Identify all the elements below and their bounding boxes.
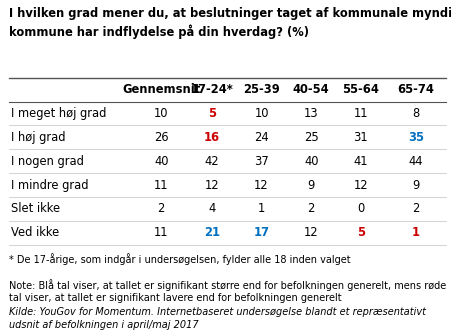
Text: 26: 26 bbox=[154, 131, 169, 144]
Text: 41: 41 bbox=[354, 155, 368, 168]
Text: 35: 35 bbox=[408, 131, 424, 144]
Text: Slet ikke: Slet ikke bbox=[11, 202, 60, 215]
Text: 40: 40 bbox=[154, 155, 169, 168]
Text: 12: 12 bbox=[354, 178, 368, 192]
Text: 40: 40 bbox=[304, 155, 318, 168]
Text: 12: 12 bbox=[304, 226, 318, 239]
Text: 12: 12 bbox=[205, 178, 219, 192]
Text: I hvilken grad mener du, at beslutninger taget af kommunale myndigheder i din
ko: I hvilken grad mener du, at beslutninger… bbox=[9, 7, 451, 39]
Text: 9: 9 bbox=[412, 178, 420, 192]
Text: Kilde: YouGov for Momentum. Internetbaseret undersøgelse blandt et repræsentativ: Kilde: YouGov for Momentum. Internetbase… bbox=[9, 307, 426, 329]
Text: I meget høj grad: I meget høj grad bbox=[11, 107, 106, 120]
Text: 17: 17 bbox=[253, 226, 270, 239]
Text: 2: 2 bbox=[308, 202, 315, 215]
Text: 2: 2 bbox=[412, 202, 420, 215]
Text: 44: 44 bbox=[409, 155, 423, 168]
Text: 24: 24 bbox=[254, 131, 269, 144]
Text: 11: 11 bbox=[154, 226, 169, 239]
Text: 11: 11 bbox=[354, 107, 368, 120]
Text: 42: 42 bbox=[205, 155, 219, 168]
Text: 21: 21 bbox=[204, 226, 220, 239]
Text: Ved ikke: Ved ikke bbox=[11, 226, 60, 239]
Text: 10: 10 bbox=[154, 107, 169, 120]
Text: 4: 4 bbox=[208, 202, 216, 215]
Text: Gennemsnit: Gennemsnit bbox=[122, 83, 200, 96]
Text: 10: 10 bbox=[254, 107, 269, 120]
Text: 40-54: 40-54 bbox=[293, 83, 330, 96]
Text: 0: 0 bbox=[357, 202, 364, 215]
Text: 17-24*: 17-24* bbox=[191, 83, 233, 96]
Text: I nogen grad: I nogen grad bbox=[11, 155, 84, 168]
Text: 55-64: 55-64 bbox=[342, 83, 379, 96]
Text: 65-74: 65-74 bbox=[398, 83, 434, 96]
Text: 37: 37 bbox=[254, 155, 269, 168]
Text: 25-39: 25-39 bbox=[243, 83, 280, 96]
Text: Note: Blå tal viser, at tallet er signifikant større end for befolkningen genere: Note: Blå tal viser, at tallet er signif… bbox=[9, 279, 446, 303]
Text: 16: 16 bbox=[204, 131, 220, 144]
Text: 5: 5 bbox=[208, 107, 216, 120]
Text: I høj grad: I høj grad bbox=[11, 131, 66, 144]
Text: 8: 8 bbox=[412, 107, 420, 120]
Text: 12: 12 bbox=[254, 178, 269, 192]
Text: 25: 25 bbox=[304, 131, 318, 144]
Text: * De 17-årige, som indgår i undersøgelsen, fylder alle 18 inden valget: * De 17-årige, som indgår i undersøgelse… bbox=[9, 253, 350, 265]
Text: 5: 5 bbox=[357, 226, 365, 239]
Text: I mindre grad: I mindre grad bbox=[11, 178, 89, 192]
Text: 31: 31 bbox=[354, 131, 368, 144]
Text: 2: 2 bbox=[157, 202, 165, 215]
Text: 13: 13 bbox=[304, 107, 318, 120]
Text: 11: 11 bbox=[154, 178, 169, 192]
Text: 1: 1 bbox=[258, 202, 265, 215]
Text: 1: 1 bbox=[412, 226, 420, 239]
Text: 9: 9 bbox=[308, 178, 315, 192]
